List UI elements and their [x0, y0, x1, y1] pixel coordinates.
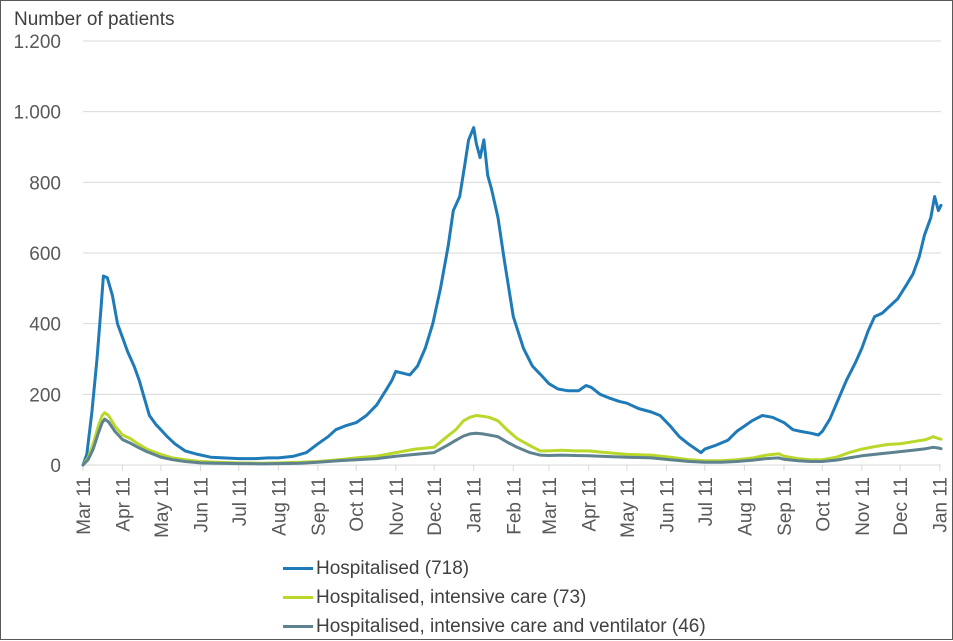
- y-tick-label: 400: [29, 315, 61, 336]
- x-tick-label: May 11: [152, 477, 173, 538]
- x-tick-label: Apr 11: [580, 477, 601, 532]
- x-tick-label: Aug 11: [269, 477, 290, 536]
- legend-swatch-ventilator: [283, 625, 313, 628]
- x-tick-label: Nov 11: [853, 477, 874, 536]
- x-axis: Mar 11 Apr 11 May 11 Jun 11 Jul 11 Aug 11 Sep …: [74, 464, 952, 538]
- x-tick-label: Mar 11: [540, 477, 561, 535]
- legend-label-ventilator: Hospitalised, intensive care and ventila…: [316, 615, 706, 637]
- x-tick-label: Aug 11: [735, 477, 756, 536]
- legend-label-hospitalised: Hospitalised (718): [316, 557, 470, 579]
- y-tick-label: 1.000: [13, 103, 61, 124]
- x-tick-label: Jan 11: [465, 477, 486, 533]
- x-tick-label: Dec 11: [891, 477, 912, 536]
- x-tick-label: Dec 11: [425, 477, 446, 536]
- legend-label-intensive-care: Hospitalised, intensive care (73): [316, 586, 587, 608]
- x-tick-label: Mar 11: [74, 477, 95, 535]
- x-tick-label: Feb 11: [504, 477, 525, 535]
- gridlines: [83, 40, 941, 395]
- series-lines: [81, 126, 943, 467]
- x-tick-label: Jul 11: [696, 477, 717, 526]
- legend-swatch-hospitalised: [283, 567, 313, 570]
- x-tick-label: Apr 11: [114, 477, 135, 532]
- legend-item-ventilator: Hospitalised, intensive care and ventila…: [283, 612, 706, 641]
- x-tick-label: Oct 11: [813, 477, 834, 532]
- x-tick-label: Jul 11: [230, 477, 251, 526]
- x-tick-label: Jan 11: [931, 477, 952, 533]
- y-tick-label: 0: [50, 456, 61, 477]
- x-tick-label: Sep 11: [775, 477, 796, 536]
- x-tick-label: Nov 11: [387, 477, 408, 536]
- series-line-2: [81, 411, 943, 467]
- x-tick-label: Jun 11: [191, 477, 212, 533]
- legend-swatch-intensive-care: [283, 596, 313, 599]
- y-axis-ticks: 0 200 400 600 800 1.000 1.200: [13, 32, 61, 477]
- series-line-3: [81, 417, 943, 467]
- series-line-1: [81, 126, 943, 467]
- x-tick-label: Sep 11: [309, 477, 330, 536]
- legend-item-hospitalised: Hospitalised (718): [283, 554, 706, 583]
- y-tick-label: 800: [29, 173, 61, 194]
- y-axis-label: Number of patients: [14, 9, 175, 30]
- x-tick-label: Jun 11: [657, 477, 678, 533]
- legend: Hospitalised (718) Hospitalised, intensi…: [283, 554, 706, 641]
- y-tick-label: 1.200: [13, 32, 61, 53]
- y-tick-label: 200: [29, 385, 61, 406]
- y-tick-label: 600: [29, 244, 61, 265]
- legend-item-intensive-care: Hospitalised, intensive care (73): [283, 583, 706, 612]
- x-tick-label: Oct 11: [347, 477, 368, 532]
- x-tick-label: May 11: [618, 477, 639, 538]
